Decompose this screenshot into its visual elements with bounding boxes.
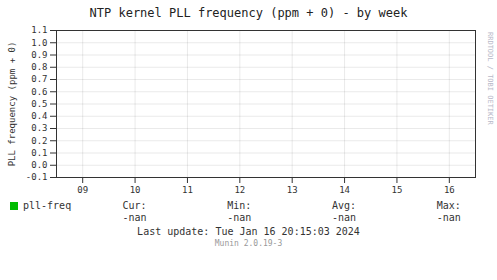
html-text:Max:: Max:	[436, 200, 461, 211]
svg-text:0.1: 0.1	[31, 148, 47, 158]
svg-text:-0.1: -0.1	[26, 172, 48, 182]
html-text:RRDTOOL / TOBI OETIKER: RRDTOOL / TOBI OETIKER	[486, 32, 494, 125]
svg-text:15: 15	[392, 185, 403, 195]
html-text:-nan: -nan	[227, 212, 252, 223]
html-text:-nan: -nan	[436, 212, 461, 223]
svg-text:11: 11	[182, 185, 193, 195]
svg-text:13: 13	[287, 185, 298, 195]
html-text:Avg:: Avg:	[332, 200, 357, 211]
html-text:Min:: Min:	[227, 200, 252, 211]
html-text:Last update: Tue Jan 16 20:15:: Last update: Tue Jan 16 20:15:03 2024	[137, 226, 360, 237]
svg-text:1.0: 1.0	[31, 38, 47, 48]
html-text:Cur:: Cur:	[122, 200, 147, 211]
html-text:-nan: -nan	[122, 212, 147, 223]
svg-text:0.9: 0.9	[31, 50, 47, 60]
svg-text:1.1: 1.1	[31, 25, 47, 35]
svg-text:16: 16	[444, 185, 455, 195]
html-text:Munin 2.0.19-3: Munin 2.0.19-3	[214, 239, 283, 248]
svg-text:0.5: 0.5	[31, 99, 47, 109]
svg-text:0.8: 0.8	[31, 62, 47, 72]
html-text:-nan: -nan	[332, 212, 357, 223]
svg-text:10: 10	[130, 185, 141, 195]
svg-text:0.3: 0.3	[31, 123, 47, 133]
html-text:NTP kernel PLL frequency (ppm: NTP kernel PLL frequency (ppm + 0) - by …	[89, 6, 408, 20]
svg-text:0.7: 0.7	[31, 74, 47, 84]
svg-text:14: 14	[339, 185, 350, 195]
svg-text:09: 09	[77, 185, 88, 195]
svg-text:0.0: 0.0	[31, 160, 47, 170]
svg-text:0.2: 0.2	[31, 136, 47, 146]
html-text:pll-freq: pll-freq	[23, 200, 72, 211]
svg-text:12: 12	[234, 185, 245, 195]
svg-text:PLL frequency (ppm + 0): PLL frequency (ppm + 0)	[7, 42, 17, 167]
svg-text:0.6: 0.6	[31, 87, 47, 97]
svg-text:0.4: 0.4	[31, 111, 47, 121]
